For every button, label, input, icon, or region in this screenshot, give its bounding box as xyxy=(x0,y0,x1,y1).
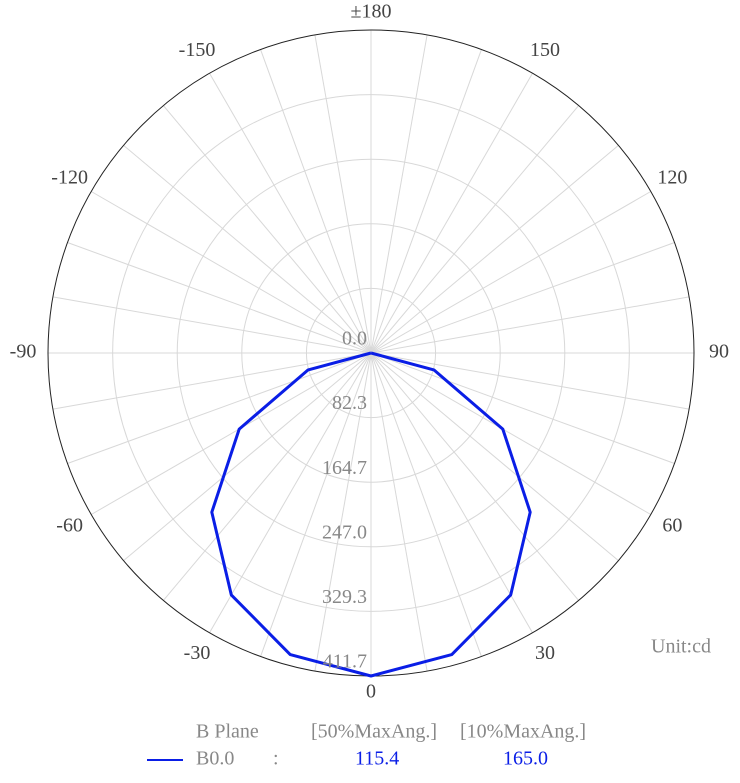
grid-spoke xyxy=(314,34,372,354)
grid-spoke xyxy=(370,352,651,515)
theta-tick-label: 150 xyxy=(530,39,560,61)
theta-tick-label: 90 xyxy=(709,341,729,363)
r-tick-label: 329.3 xyxy=(322,586,367,608)
grid-ring xyxy=(241,223,501,483)
r-tick-label: 411.7 xyxy=(323,651,367,673)
theta-tick-label: 120 xyxy=(657,167,687,189)
grid-spoke xyxy=(52,352,372,410)
legend-series-name: B0.0 xyxy=(196,748,234,770)
legend-value: 165.0 xyxy=(503,748,548,770)
r-tick-label: 247.0 xyxy=(322,521,367,543)
theta-tick-label: -30 xyxy=(184,642,211,664)
theta-tick-label: ±180 xyxy=(351,1,392,23)
r-tick-label: 164.7 xyxy=(322,457,367,479)
grid-spoke xyxy=(370,352,690,410)
grid-spoke xyxy=(370,352,619,562)
grid-ring xyxy=(176,158,566,548)
theta-tick-label: -120 xyxy=(51,167,88,189)
grid-spoke xyxy=(123,144,372,354)
grid-spoke xyxy=(370,73,533,354)
theta-tick-label: 0 xyxy=(366,681,376,703)
grid-spoke xyxy=(370,144,619,354)
grid-ring xyxy=(305,287,437,419)
grid-ring xyxy=(112,94,630,612)
grid-spoke xyxy=(123,352,372,562)
theta-tick-label: -90 xyxy=(10,341,37,363)
theta-tick-label: 30 xyxy=(535,642,555,664)
series-line xyxy=(210,351,532,678)
grid-spoke xyxy=(209,73,372,354)
r-tick-label: 82.3 xyxy=(332,392,367,414)
grid-spoke xyxy=(260,352,372,657)
legend-header: [10%MaxAng.] xyxy=(460,721,586,743)
grid-spoke xyxy=(209,352,372,633)
grid-spoke xyxy=(314,352,372,672)
grid-spoke xyxy=(67,242,372,354)
grid-spoke xyxy=(370,352,482,657)
grid-spoke xyxy=(370,352,675,464)
grid-spoke xyxy=(370,191,651,354)
grid-spoke xyxy=(370,34,428,354)
grid-spoke xyxy=(52,296,372,354)
legend-separator: : xyxy=(273,748,279,770)
grid-spoke xyxy=(370,242,675,354)
grid-spoke xyxy=(370,352,428,672)
theta-tick-label: -60 xyxy=(56,515,83,537)
theta-tick-label: -150 xyxy=(179,39,216,61)
r-tick-label: 0.0 xyxy=(342,328,367,350)
legend-value: 115.4 xyxy=(355,748,399,770)
grid-spoke xyxy=(162,352,372,601)
theta-tick-label: 60 xyxy=(662,515,682,537)
grid-spoke xyxy=(370,49,482,354)
grid-spoke xyxy=(67,352,372,464)
grid-spoke xyxy=(260,49,372,354)
legend-header: [50%MaxAng.] xyxy=(311,721,437,743)
grid-spoke xyxy=(370,352,580,601)
unit-label: Unit:cd xyxy=(651,636,711,658)
grid-spoke xyxy=(91,352,372,515)
legend-header: B Plane xyxy=(196,721,259,743)
grid-spoke xyxy=(91,191,372,354)
grid-spoke xyxy=(370,352,533,633)
grid-spoke xyxy=(162,105,372,354)
grid-spoke xyxy=(370,105,580,354)
grid-spoke xyxy=(370,296,690,354)
